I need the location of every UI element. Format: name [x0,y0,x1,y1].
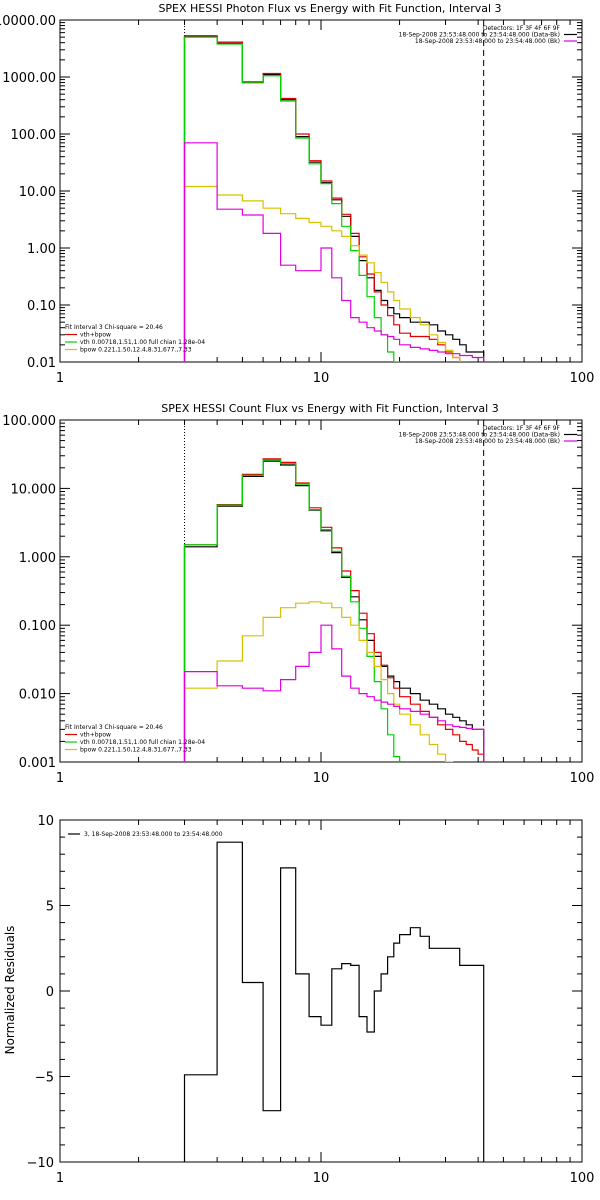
legend-top-entry: 18-Sep-2008 23:53:48.000 to 23:54:48.000… [399,432,560,439]
legend-bottom-entry: vth 0.00718,1.51,1.00 full chian 1.28e-0… [80,339,205,346]
plot-frame [59,19,583,363]
y-tick-label: −5 [35,1071,54,1086]
legend-entry: 3, 18-Sep-2008 23:53:48.000 to 23:54:48.… [84,831,223,838]
series-group [183,458,485,762]
y-axis-label: Normalized Residuals [3,926,17,1055]
y-tick-label: 0.10 [27,299,56,314]
x-tick-label: 10 [313,771,330,786]
y-tick-label: 10.00 [19,185,56,200]
legend-top-entry: 18-Sep-2008 23:53:48.000 to 23:54:48.000… [415,38,560,45]
x-tick-label: 10 [313,1171,330,1186]
y-tick-label: −10 [27,1156,54,1171]
series-vth [183,36,401,362]
series-vth [183,459,401,762]
series-group [183,841,485,1162]
chart-title: SPEX HESSI Count Flux vs Energy with Fit… [161,402,498,415]
y-tick-label: 0 [46,985,54,1000]
x-tick-label: 1 [56,1171,64,1186]
y-tick-label: 5 [46,900,54,915]
legend-top-entry: Detectors: 1F 3F 4F 6F 9F [483,25,561,32]
series-data [183,460,485,762]
legend-bottom-entry: Fit Interval 3 Chi-square = 20.46 [65,324,163,331]
legend-bottom-entry: bpow 0.221,1.50,12.4,8.31,677.,7.33 [80,747,192,754]
x-tick-label: 100 [570,371,595,386]
series-bpow [183,601,454,762]
series-total [183,458,485,762]
x-tick-label: 1 [56,771,64,786]
series-group [183,35,485,362]
legend-top-entry: 18-Sep-2008 23:53:48.000 to 23:54:48.000… [399,32,560,39]
residuals-panel: Normalized Residuals 1 10 100 10 5 0 −5 −10 3, 1… [3,814,594,1186]
legend-bottom-entry: Fit Interval 3 Chi-square = 20.46 [65,724,163,731]
photon-flux-panel: SPEX HESSI Photon Flux vs Energy with Fi… [0,2,594,386]
y-tick-label: 1.000 [19,551,56,566]
count-flux-panel: SPEX HESSI Count Flux vs Energy with Fit… [2,402,594,786]
y-tick-label: 10.000 [11,482,57,497]
series-background [183,624,485,762]
series-bpow [183,185,461,362]
series-data [183,841,485,1162]
y-tick-label: 10000.00 [0,14,56,29]
plot-frame [59,819,583,1163]
y-tick-label: 0.001 [19,756,56,771]
legend-bottom-entry: vth+bpow [80,732,111,739]
legend-bottom-entry: bpow 0.221,1.50,12.4,8.31,677.,7.33 [80,347,192,354]
legend-top-entry: 18-Sep-2008 23:53:48.000 to 23:54:48.000… [415,438,560,445]
legend-bottom-entry: vth 0.00718,1.51,1.00 full chian 1.28e-0… [80,739,205,746]
y-tick-label: 100.000 [2,414,56,429]
legend-bottom-entry: vth+bpow [80,332,111,339]
x-tick-label: 100 [570,771,595,786]
y-tick-label: 1.00 [27,242,56,257]
x-tick-label: 1 [56,371,64,386]
y-tick-label: 0.010 [19,688,56,703]
y-tick-label: 0.01 [27,356,56,371]
y-tick-label: 0.100 [19,619,56,634]
chart-title: SPEX HESSI Photon Flux vs Energy with Fi… [158,2,501,15]
x-tick-label: 10 [313,371,330,386]
plot-frame [59,419,583,763]
y-tick-label: 100.00 [11,128,57,143]
series-background [183,142,485,362]
y-tick-label: 1000.00 [2,71,56,86]
x-tick-label: 100 [570,1171,595,1186]
legend-top-entry: Detectors: 1F 3F 4F 6F 9F [483,425,561,432]
y-tick-label: 10 [37,814,54,829]
